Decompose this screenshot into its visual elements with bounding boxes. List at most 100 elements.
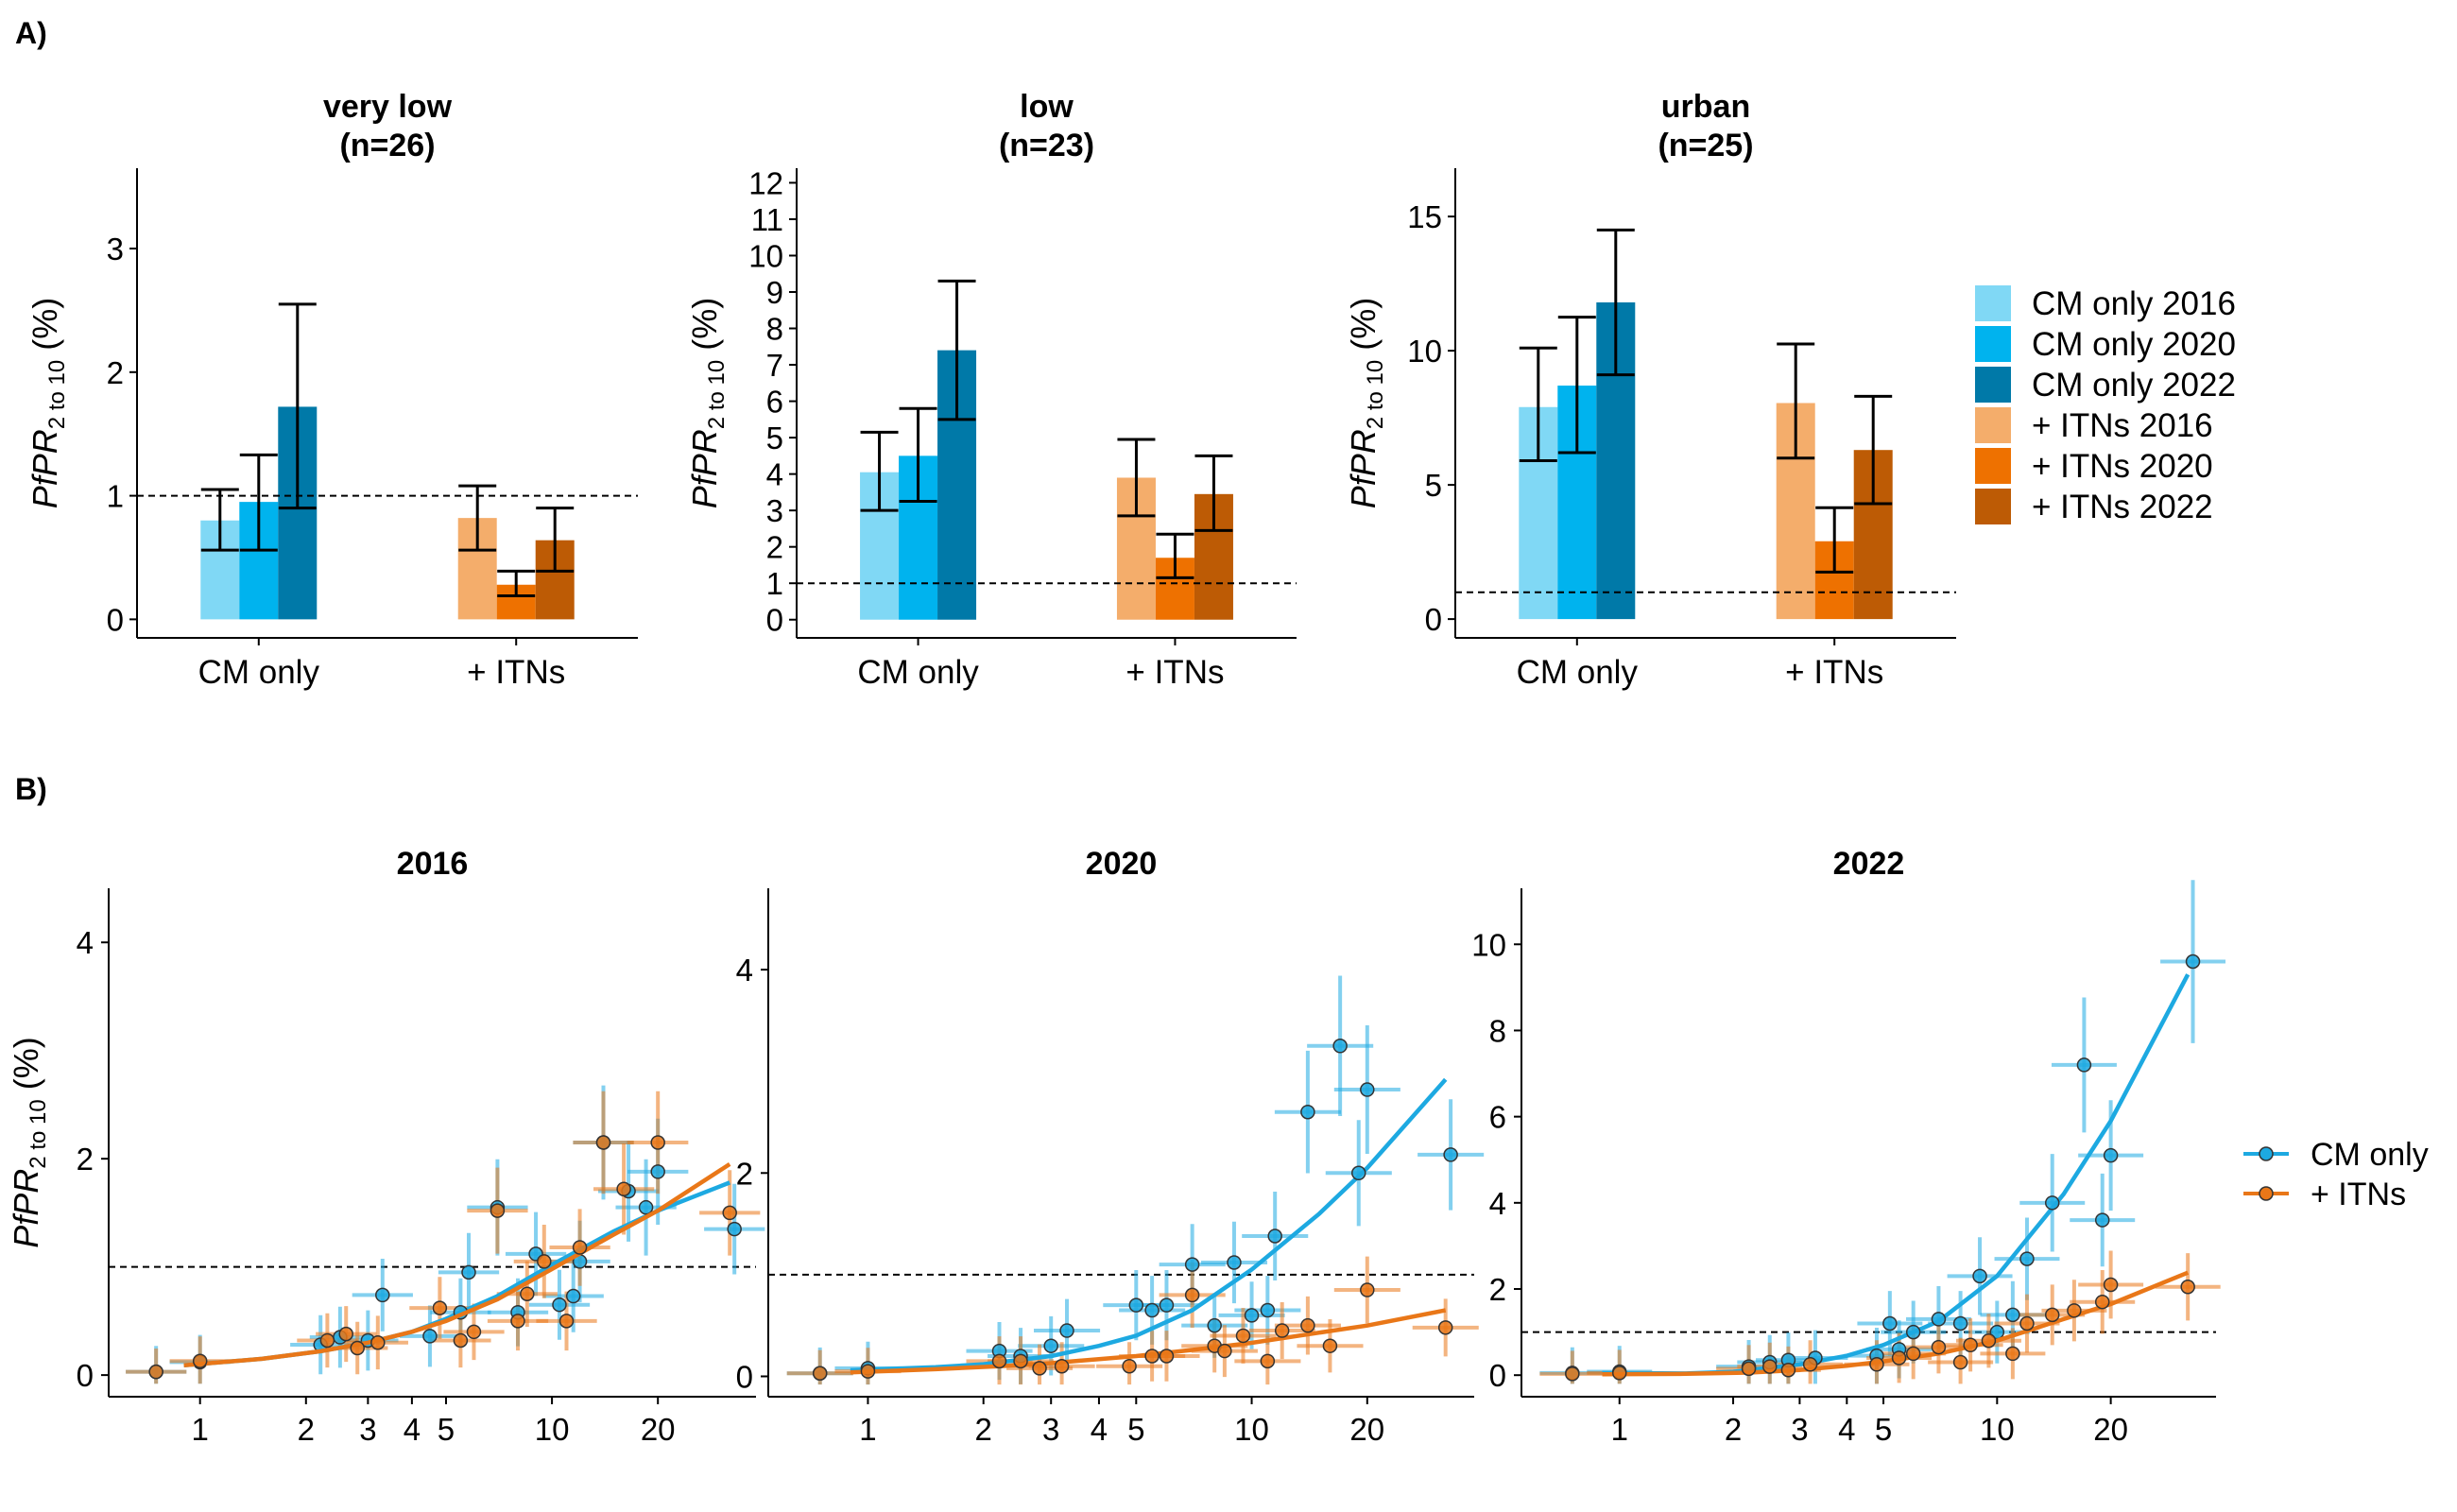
x-tick-label: 4 xyxy=(404,1412,421,1447)
point-itn xyxy=(991,1353,1007,1369)
x-tick-label: + ITNs xyxy=(1785,654,1883,691)
point-cm xyxy=(1905,1324,1921,1340)
point-cm xyxy=(2103,1147,2119,1163)
point-itn xyxy=(650,1135,665,1150)
point-cm xyxy=(650,1164,665,1179)
fit-line-itn xyxy=(850,1308,1447,1375)
point-cm xyxy=(1144,1302,1160,1318)
y-tick-label: 9 xyxy=(766,275,783,310)
point-itn xyxy=(2019,1315,2035,1332)
x-tick-label: 3 xyxy=(1791,1412,1808,1447)
x-tick-label: 4 xyxy=(1091,1412,1108,1447)
y-tick-label: 12 xyxy=(748,165,783,200)
point-cm xyxy=(1059,1323,1074,1338)
y-tick-label: 8 xyxy=(1489,1013,1506,1048)
y-tick-label: 10 xyxy=(748,238,783,273)
point-cm xyxy=(1159,1297,1175,1313)
legend-label-b-1: CM only xyxy=(2311,1137,2429,1173)
fit-line-cm xyxy=(850,1077,1448,1373)
legend-panel-b: CM only + ITNs xyxy=(2243,1137,2429,1212)
chart-title: 2022 xyxy=(1833,846,1905,882)
legend-swatch-3 xyxy=(1975,367,2011,403)
point-itn xyxy=(2067,1303,2082,1318)
point-itn xyxy=(1260,1353,1276,1369)
point-cm xyxy=(461,1264,476,1280)
point-itn xyxy=(2094,1294,2110,1310)
point-itn xyxy=(466,1324,482,1340)
y-tick-label: 8 xyxy=(766,312,783,347)
y-tick-label: 0 xyxy=(1425,602,1442,637)
x-tick-label: 10 xyxy=(1980,1412,2015,1447)
point-cm xyxy=(1350,1165,1366,1181)
chart-title: low xyxy=(1020,89,1074,125)
point-itn xyxy=(510,1314,525,1329)
x-tick-label: 1 xyxy=(192,1412,209,1447)
chart-title: 2020 xyxy=(1086,846,1158,882)
point-itn xyxy=(1762,1359,1778,1374)
point-cm xyxy=(2185,954,2201,970)
point-itn xyxy=(319,1332,335,1349)
point-itn xyxy=(572,1240,588,1255)
bar-chart-3: urban(n=25) 0 5 10 15 CM only + ITNs PfPR2 to 1… xyxy=(1344,89,1956,691)
y-tick-label: 0 xyxy=(736,1359,753,1394)
y-tick-label: 7 xyxy=(766,348,783,383)
chart-title: urban xyxy=(1661,89,1750,125)
point-itn xyxy=(860,1364,876,1379)
point-cm xyxy=(1332,1039,1348,1054)
point-cm xyxy=(1931,1312,1947,1327)
chart-subtitle: (n=26) xyxy=(339,128,435,163)
point-itn xyxy=(520,1286,535,1302)
point-itn xyxy=(812,1366,828,1382)
point-cm xyxy=(1260,1302,1276,1318)
y-tick-label: 4 xyxy=(77,925,94,960)
legend-label-b-2: + ITNs xyxy=(2311,1177,2406,1212)
point-cm xyxy=(1207,1317,1222,1333)
point-itn xyxy=(453,1332,469,1349)
y-tick-label: 1 xyxy=(107,479,124,514)
point-cm xyxy=(565,1288,581,1304)
point-itn xyxy=(1931,1339,1947,1355)
point-itn xyxy=(1300,1317,1315,1333)
legend-swatch-5 xyxy=(1975,448,2011,484)
point-itn xyxy=(1217,1343,1232,1359)
y-tick-label: 4 xyxy=(736,953,753,988)
y-tick-label: 0 xyxy=(766,603,783,638)
point-cm xyxy=(1043,1338,1058,1353)
legend-marker-2 xyxy=(2259,1186,2274,1201)
legend-label-4: + ITNs 2016 xyxy=(2032,407,2213,444)
point-itn xyxy=(1963,1337,1978,1353)
point-cm xyxy=(2044,1195,2060,1211)
point-itn xyxy=(1869,1357,1884,1372)
x-tick-label: CM only xyxy=(1517,654,1639,691)
point-itn xyxy=(1013,1353,1028,1369)
point-itn xyxy=(1565,1366,1580,1382)
x-tick-label: 3 xyxy=(1042,1412,1059,1447)
fit-line-cm xyxy=(1602,973,2191,1376)
x-tick-label: 2 xyxy=(1725,1412,1742,1447)
point-cm xyxy=(1360,1082,1375,1097)
point-cm xyxy=(2019,1251,2035,1266)
point-itn xyxy=(1360,1282,1375,1297)
point-cm xyxy=(1227,1255,1242,1270)
y-axis-label-2: PfPR2 to 10 (%) xyxy=(685,298,730,508)
y-tick-label: 0 xyxy=(107,602,124,637)
point-itn xyxy=(1905,1346,1921,1362)
panel-b-label: B) xyxy=(15,772,47,806)
point-cm xyxy=(1952,1315,1968,1332)
y-tick-label: 10 xyxy=(1471,927,1506,962)
bar-chart-1: very low(n=26) 0 1 2 3 CM only + ITNs PfPR2 to … xyxy=(26,89,638,691)
point-itn xyxy=(350,1340,365,1356)
x-tick-label: CM only xyxy=(198,654,320,691)
legend-swatch-1 xyxy=(1975,285,2011,321)
point-cm xyxy=(1128,1297,1144,1313)
point-itn xyxy=(1159,1349,1175,1364)
point-itn xyxy=(1952,1354,1968,1370)
x-tick-label: 5 xyxy=(1127,1412,1144,1447)
legend-label-5: + ITNs 2020 xyxy=(2032,448,2213,485)
point-itn xyxy=(616,1181,631,1196)
y-tick-label: 6 xyxy=(766,385,783,420)
y-tick-label: 3 xyxy=(107,232,124,266)
point-itn xyxy=(1184,1287,1200,1303)
